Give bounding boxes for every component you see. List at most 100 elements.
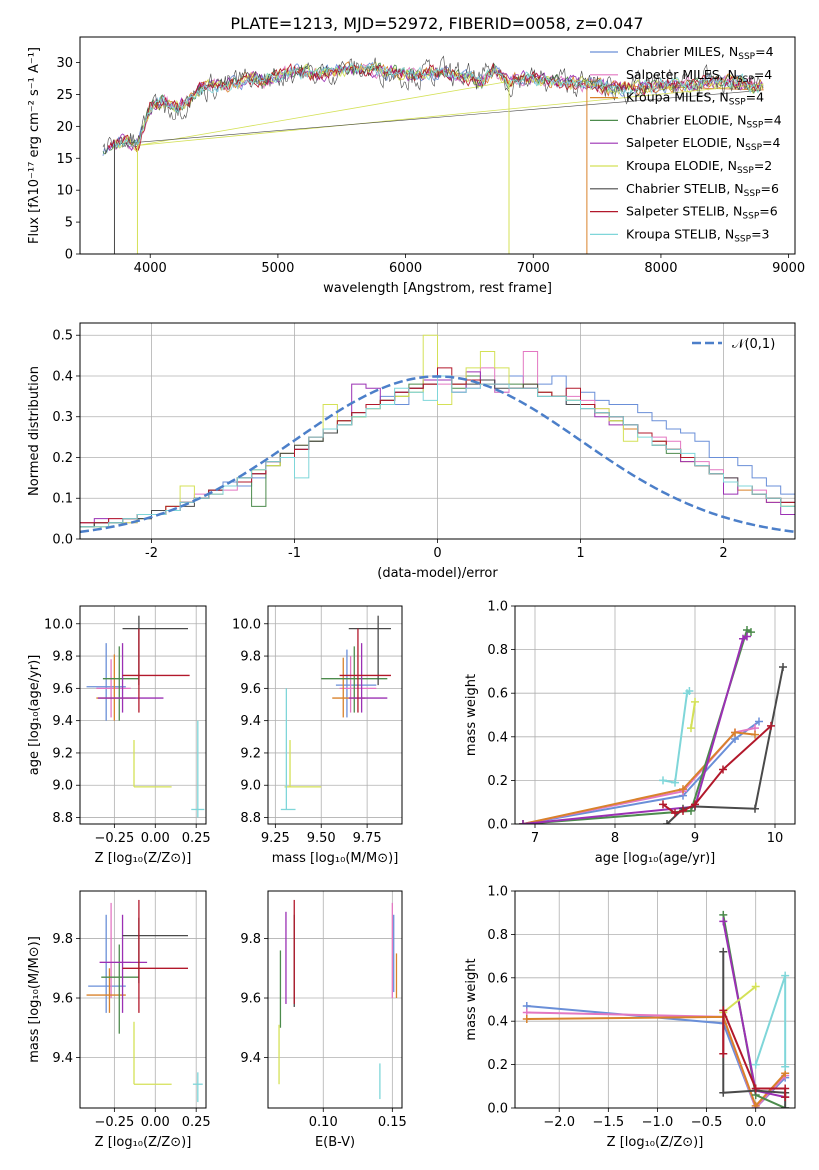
x-tick-label: 9000 [772,261,805,276]
y-tick-label: 10.0 [232,617,261,632]
weight-marker [781,1104,790,1108]
y-tick-label: 30 [56,56,73,71]
errorbar [348,643,388,713]
legend-entry: Kroupa ELODIE, NSSP=2 [626,158,772,176]
legend-subscript: SSP [729,98,746,108]
axes-frame [514,605,796,825]
legend-value: =6 [761,181,779,196]
x-tick-label: 6000 [389,261,422,276]
y-tick-label: 9.0 [240,779,261,794]
errorbar [99,902,131,999]
y-tick-label: 9.8 [240,932,261,947]
y-tick-label: 9.6 [240,682,261,697]
plot-area [102,55,764,254]
axes-frame [79,890,207,1109]
weight-marker [671,809,679,818]
errorbar [284,740,322,788]
weight-marker [679,785,687,794]
plot-area [278,899,398,1100]
x-tick-label: −0.25 [94,1115,134,1130]
axes-frame [267,890,403,1109]
y-tick-label: 0.8 [487,643,508,658]
y-tick-label: 0.0 [487,1102,508,1117]
weight-line [526,1011,786,1108]
x-tick-label: 0 [433,546,441,561]
y-axis-label: Flux [fλ10⁻¹⁷ erg cm⁻² s⁻¹ A⁻¹] [27,47,42,244]
legend-value: =3 [751,226,769,241]
errorbar [98,643,164,713]
y-tick-label: 9.4 [52,1051,73,1066]
y-tick-label: 0.0 [52,533,73,548]
y-tick-label: 9.4 [240,714,261,729]
x-axis-label: Z [log₁₀(Z/Z⊙)] [607,1135,704,1150]
plot-area [86,899,203,1103]
histogram-series [80,371,795,539]
weight-marker [751,1084,760,1093]
errorbar [321,646,388,713]
spectrum-line [112,61,764,152]
y-tick-label: 9.8 [52,650,73,665]
weight-marker [659,776,667,785]
weight-marker [719,917,728,926]
gaussian-curve [80,375,795,534]
legend-subscript: SSP [734,234,751,244]
spectrum-line [102,55,761,154]
axes-frame [79,605,207,825]
x-tick-label: 10 [767,831,784,846]
legend-subscript: SSP [746,120,763,130]
y-tick-label: 0.1 [52,492,73,507]
y-tick-label: 8.8 [52,811,73,826]
weight-marker [522,1015,531,1024]
y-tick-label: 0.4 [487,1015,508,1030]
spectrum-line [102,62,764,155]
axes-frame [79,322,796,540]
x-tick-label: 0.25 [182,831,211,846]
weight-marker [685,687,694,696]
weight-marker [731,728,739,737]
legend-subscript: SSP [737,75,754,85]
errorbar [133,740,172,788]
legend-subscript: SSP [745,143,762,153]
x-tick-label: 0.00 [141,1115,170,1130]
y-tick-label: 25 [56,88,73,103]
x-tick-label: 9.75 [353,831,382,846]
weight-line [526,1015,786,1108]
x-tick-label: 9 [691,831,699,846]
y-tick-label: 9.0 [52,779,73,794]
errorbar [102,646,139,721]
errorbar [101,944,139,1034]
legend-entry: Salpeter STELIB, NSSP=6 [626,204,778,222]
weight-marker [719,947,728,956]
legend: 𝒩(0,1) [692,337,775,352]
errorbar [339,628,391,713]
y-tick-label: 10.0 [44,617,73,632]
x-tick-label: 0.15 [378,1115,407,1130]
legend-value: =6 [759,204,777,219]
errorbar [96,654,136,721]
x-axis-label: wavelength [Angstrom, rest frame] [323,281,552,296]
histogram-series [80,375,795,539]
axes-frame [79,36,796,255]
legend-entry: Chabrier STELIB, NSSP=6 [626,181,779,199]
y-tick-label: 0.0 [487,818,508,833]
panel-spectrum: 4000 5000 6000 7000 8000 9000 0 5 10 15 20 25 30 wave… [27,36,805,296]
weight-marker [691,800,699,809]
y-tick-label: 0.8 [487,928,508,943]
y-tick-label: 20 [56,120,73,135]
x-axis-label: E(B-V) [315,1135,355,1150]
y-tick-label: 9.8 [240,650,261,665]
weight-marker [751,982,760,991]
weight-marker [767,721,775,730]
y-tick-label: 9.6 [52,682,73,697]
y-tick-label: 10 [56,184,73,199]
y-tick-label: 0.4 [487,730,508,745]
x-axis-label: (data-model)/error [377,566,498,581]
y-tick-label: 9.8 [52,932,73,947]
y-tick-label: 9.4 [52,714,73,729]
weight-marker [751,1060,760,1069]
panel-mass_vs_EBV: 0.10 0.15 9.4 9.6 9.8 E(B-V) [240,890,407,1150]
weight-marker [679,806,687,815]
weight-marker [751,1101,760,1108]
legend-subscript: SSP [742,212,759,222]
x-axis-label: Z [log₁₀(Z/Z⊙)] [95,851,192,866]
